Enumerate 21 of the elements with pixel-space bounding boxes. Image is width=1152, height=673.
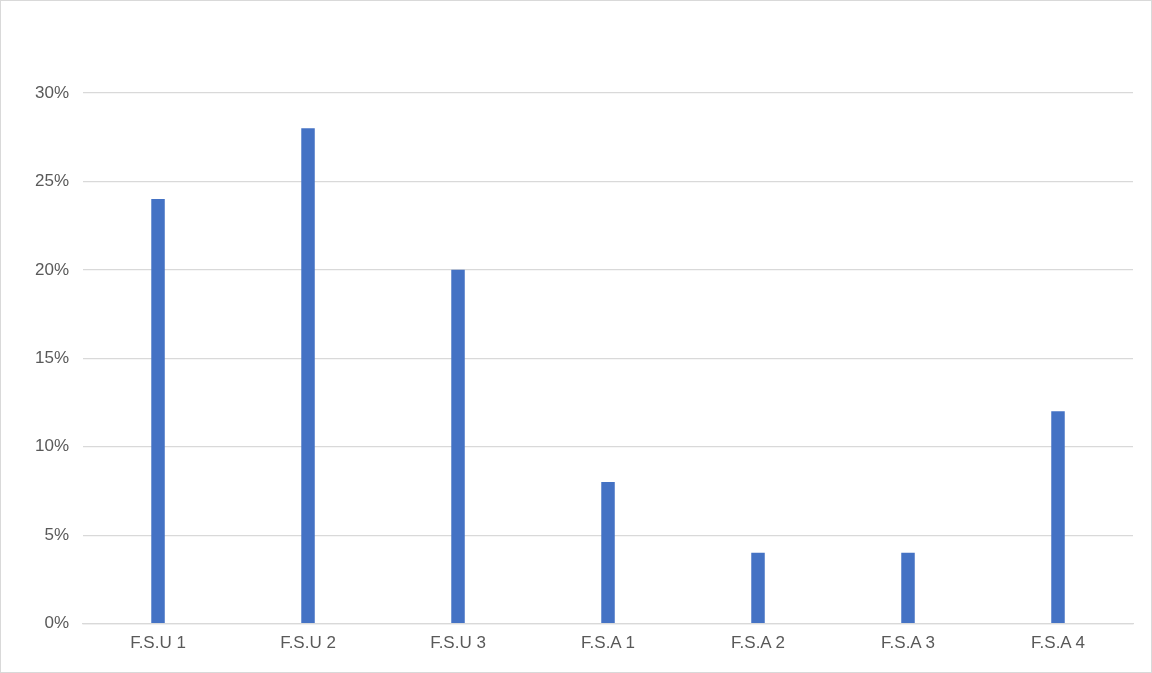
x-tick-label: F.S.U 3 <box>430 633 486 653</box>
x-tick-label: F.S.A 4 <box>1031 633 1085 653</box>
y-tick-label: 5% <box>44 524 70 544</box>
x-tick-label: F.S.A 3 <box>881 633 935 653</box>
y-tick-label: 10% <box>34 436 70 456</box>
y-tick-label: 15% <box>34 347 70 367</box>
y-tick-label: 25% <box>34 171 70 191</box>
x-tick-label: F.S.A 2 <box>731 633 785 653</box>
bar <box>451 269 465 623</box>
bar <box>151 199 165 623</box>
y-tick-label: 30% <box>34 82 70 102</box>
y-tick-label: 20% <box>34 259 70 279</box>
bar <box>601 482 615 623</box>
x-tick-label: F.S.U 1 <box>130 633 186 653</box>
bar <box>751 552 765 623</box>
bar <box>301 128 315 623</box>
x-tick-label: F.S.U 2 <box>280 633 336 653</box>
bar <box>901 552 915 623</box>
bar <box>1051 411 1065 623</box>
y-tick-label: 0% <box>44 613 70 633</box>
x-tick-label: F.S.A 1 <box>581 633 635 653</box>
